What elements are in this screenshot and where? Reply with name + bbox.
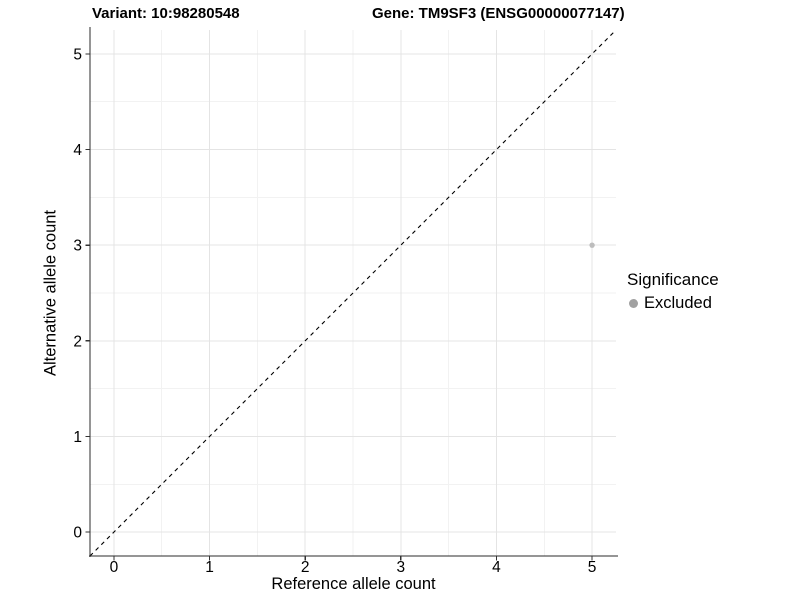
x-tick-label: 0: [110, 559, 119, 576]
legend: Significance Excluded: [627, 270, 719, 313]
data-point: [589, 242, 595, 248]
identity-line: [89, 29, 617, 557]
y-tick-label: 2: [73, 333, 82, 350]
x-tick-label: 4: [492, 559, 501, 576]
x-axis-title: Reference allele count: [271, 575, 436, 593]
y-tick-label: 4: [73, 142, 82, 159]
y-tick-label: 1: [73, 429, 82, 446]
legend-title: Significance: [627, 270, 719, 289]
y-tick-label: 5: [73, 46, 82, 63]
gene-title: Gene: TM9SF3 (ENSG00000077147): [372, 5, 625, 22]
legend-item-label: Excluded: [644, 294, 712, 312]
x-tick-label: 1: [205, 559, 214, 576]
y-axis-title: Alternative allele count: [41, 209, 60, 377]
excluded-marker-icon: [629, 299, 638, 308]
variant-title: Variant: 10:98280548: [92, 5, 240, 22]
y-tick-label: 0: [73, 525, 82, 542]
x-tick-label: 2: [301, 559, 310, 576]
legend-item-excluded: Excluded: [629, 294, 719, 313]
x-tick-label: 3: [397, 559, 406, 576]
y-tick-label: 3: [73, 238, 82, 255]
x-tick-label: 5: [588, 559, 597, 576]
